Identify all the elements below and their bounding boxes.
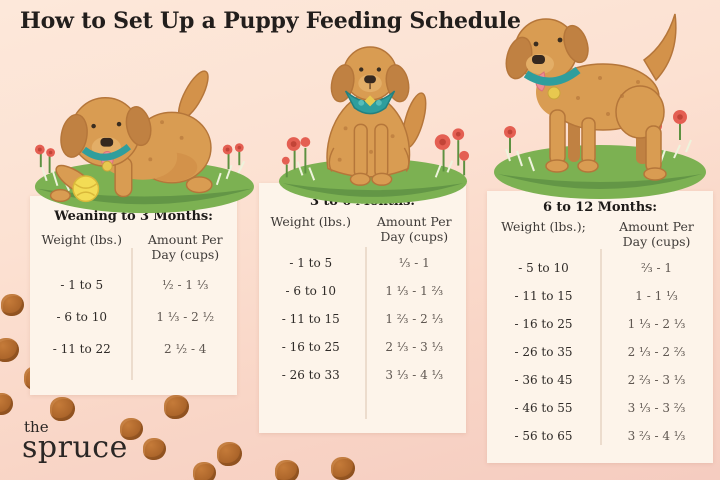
column-divider — [600, 249, 602, 445]
amount-cell: ⅓ - 1 — [398, 256, 430, 270]
table-row: - 6 to 10 1 ⅓ - 2 ½ — [30, 309, 237, 326]
puppy-playbow-illustration — [34, 70, 254, 214]
table-row: - 26 to 35 2 ⅓ - 2 ⅔ — [487, 344, 713, 361]
kibble-icon — [1, 294, 24, 316]
weight-cell: - 16 to 25 — [281, 340, 340, 354]
weight-cell: - 11 to 15 — [514, 289, 573, 303]
kibble-icon — [0, 393, 13, 415]
kibble-icon — [164, 395, 189, 419]
column-divider — [131, 248, 133, 380]
amount-cell: 2 ⅓ - 3 ⅓ — [385, 340, 444, 354]
amount-cell: 2 ⅓ - 2 ⅔ — [627, 345, 686, 359]
amount-cell: 1 ⅔ - 2 ⅓ — [385, 312, 444, 326]
table-row: - 16 to 25 2 ⅓ - 3 ⅓ — [259, 339, 466, 356]
column-header-amount: Amount Per Day (cups) — [376, 214, 452, 244]
collar — [523, 66, 581, 86]
column-header-weight: Weight (lbs.); — [501, 219, 586, 234]
amount-cell: 2 ½ - 4 — [164, 342, 207, 356]
kibble-icon — [120, 418, 143, 440]
table-row: - 11 to 15 1 - 1 ⅓ — [487, 288, 713, 305]
column-header-amount: Amount Per Day (cups) — [619, 219, 694, 249]
weight-cell: - 1 to 5 — [60, 278, 104, 292]
kibble-icon — [275, 460, 299, 480]
kibble-icon — [143, 438, 166, 460]
weight-cell: - 6 to 10 — [285, 284, 336, 298]
table-row: - 46 to 55 3 ⅓ - 3 ⅔ — [487, 400, 713, 417]
amount-cell: 1 ⅓ - 2 ⅓ — [627, 317, 686, 331]
table-title: Weaning to 3 Months: — [54, 209, 213, 224]
feeding-table-3-6-months: 3 to 6 Months: Weight (lbs.) Amount Per … — [259, 183, 466, 433]
table-row: - 11 to 22 2 ½ - 4 — [30, 341, 237, 358]
table-title: 6 to 12 Months: — [543, 200, 657, 215]
table-row: - 1 to 5 ½ - 1 ⅓ — [30, 277, 237, 294]
amount-cell: ½ - 1 ⅓ — [162, 278, 209, 292]
feeding-table-6-12-months: 6 to 12 Months: Weight (lbs.); Amount Pe… — [487, 191, 713, 463]
table-row: - 36 to 45 2 ⅔ - 3 ⅓ — [487, 372, 713, 389]
column-header-amount: Amount Per Day (cups) — [147, 232, 223, 262]
amount-cell: 3 ⅓ - 4 ⅓ — [385, 368, 444, 382]
page-title: How to Set Up a Puppy Feeding Schedule — [20, 8, 521, 34]
table-row: - 6 to 10 1 ⅓ - 1 ⅔ — [259, 283, 466, 300]
puppy-sitting-illustration — [278, 46, 470, 204]
amount-cell: 3 ⅔ - 4 ⅓ — [627, 429, 686, 443]
column-divider — [365, 247, 367, 419]
weight-cell: - 36 to 45 — [514, 373, 573, 387]
the-spruce-logo: the spruce — [22, 418, 128, 465]
kibble-icon — [217, 442, 242, 466]
table-row: - 16 to 25 1 ⅓ - 2 ⅓ — [487, 316, 713, 333]
weight-cell: - 6 to 10 — [56, 310, 107, 324]
column-header-weight: Weight (lbs.) — [270, 214, 351, 229]
table-row: - 11 to 15 1 ⅔ - 2 ⅓ — [259, 311, 466, 328]
kibble-icon — [0, 338, 19, 362]
weight-cell: - 26 to 35 — [514, 345, 573, 359]
amount-cell: 1 - 1 ⅓ — [635, 289, 678, 303]
logo-prefix: the — [24, 418, 49, 436]
amount-cell: 3 ⅓ - 3 ⅔ — [627, 401, 686, 415]
table-row: - 56 to 65 3 ⅔ - 4 ⅓ — [487, 428, 713, 445]
table-row: - 5 to 10 ⅔ - 1 — [487, 260, 713, 277]
column-header-weight: Weight (lbs.) — [41, 232, 122, 247]
collar-tag — [547, 86, 561, 100]
logo-name: spruce — [22, 430, 128, 465]
weight-cell: - 5 to 10 — [518, 261, 569, 275]
weight-cell: - 46 to 55 — [514, 401, 573, 415]
feeding-table-weaning-3-months: Weaning to 3 Months: Weight (lbs.) Amoun… — [30, 196, 237, 395]
weight-cell: - 11 to 22 — [52, 342, 111, 356]
weight-cell: - 11 to 15 — [281, 312, 340, 326]
amount-cell: 1 ⅓ - 2 ½ — [156, 310, 215, 324]
table-row: - 1 to 5 ⅓ - 1 — [259, 255, 466, 272]
puppy-standing-illustration — [494, 13, 706, 199]
amount-cell: 2 ⅔ - 3 ⅓ — [627, 373, 686, 387]
table-row: - 26 to 33 3 ⅓ - 4 ⅓ — [259, 367, 466, 384]
weight-cell: - 26 to 33 — [281, 368, 340, 382]
weight-cell: - 1 to 5 — [289, 256, 333, 270]
weight-cell: - 56 to 65 — [514, 429, 573, 443]
amount-cell: 1 ⅓ - 1 ⅔ — [385, 284, 444, 298]
amount-cell: ⅔ - 1 — [641, 261, 672, 275]
weight-cell: - 16 to 25 — [514, 317, 573, 331]
kibble-icon — [50, 397, 75, 421]
kibble-icon — [193, 462, 216, 480]
kibble-icon — [331, 457, 355, 480]
